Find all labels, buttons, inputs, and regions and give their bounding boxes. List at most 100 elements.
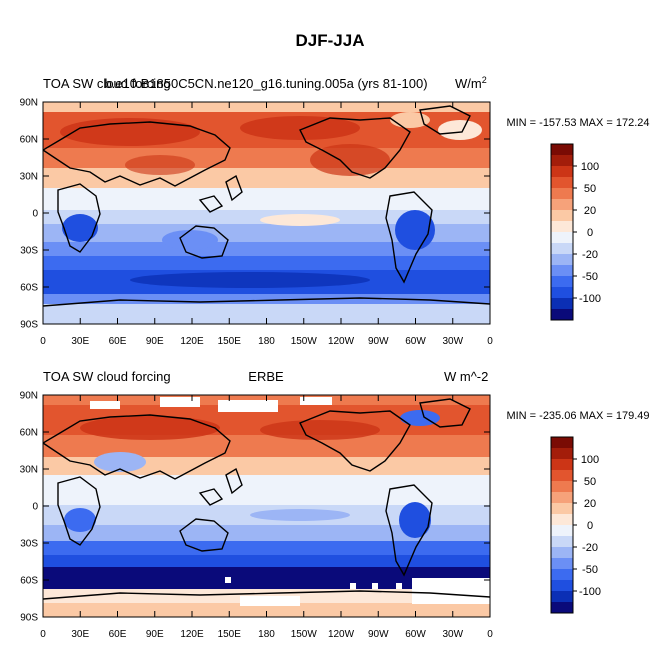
lon-label: 150W — [291, 336, 318, 347]
panel-units: W/m2 — [455, 75, 487, 91]
colorbar-label: -20 — [582, 542, 598, 554]
lon-label: 60W — [405, 336, 426, 347]
lat-label: 30N — [20, 465, 38, 476]
colorbar-swatch — [551, 580, 573, 592]
colorbar-label: -50 — [582, 564, 598, 576]
lat-label: 0 — [32, 209, 38, 220]
lon-label: 30E — [71, 629, 89, 640]
lat-label: 90N — [20, 98, 38, 109]
panel-units-base: W/m — [455, 76, 482, 91]
colorbar-swatch — [551, 602, 573, 614]
lon-label: 90W — [368, 336, 389, 347]
lon-label: 30E — [71, 336, 89, 347]
lon-label: 120E — [180, 629, 204, 640]
colorbar-label: 100 — [581, 161, 599, 173]
map-field — [43, 102, 490, 324]
colorbar-swatch — [551, 188, 573, 200]
lat-label: 30N — [20, 172, 38, 183]
lon-label: 150W — [291, 629, 318, 640]
colorbar-swatch — [551, 287, 573, 299]
lat-label: 60S — [20, 576, 38, 587]
minmax-text: MIN = -157.53 MAX = 172.24 — [506, 117, 649, 129]
lon-label: 90E — [146, 629, 164, 640]
colorbar-swatch — [551, 470, 573, 482]
colorbar-label: 100 — [581, 454, 599, 466]
colorbar-label: 0 — [587, 227, 593, 239]
lon-label: 150E — [218, 336, 242, 347]
lon-label: 120E — [180, 336, 204, 347]
lat-label: 60S — [20, 283, 38, 294]
colorbar-swatch — [551, 155, 573, 167]
colorbar-swatch — [551, 210, 573, 222]
lon-label: 60E — [109, 336, 127, 347]
colorbar-label: -100 — [579, 293, 601, 305]
colorbar-swatch — [551, 232, 573, 244]
lon-label: 60E — [109, 629, 127, 640]
colorbar-swatch — [551, 243, 573, 255]
colorbar-label: 20 — [584, 498, 596, 510]
lon-label: 180 — [258, 336, 275, 347]
lon-label: 0 — [40, 629, 46, 640]
colorbar-swatch — [551, 221, 573, 233]
colorbar: 100 50 20 0 -20 -50 -100 — [550, 143, 601, 321]
colorbar-swatch — [551, 166, 573, 178]
colorbar-swatch — [551, 591, 573, 603]
colorbar-swatch — [551, 569, 573, 581]
panel-left-title: TOA SW cloud forcing — [43, 369, 171, 384]
coastlines — [43, 398, 490, 600]
colorbar-swatch — [551, 525, 573, 537]
colorbar-swatch — [551, 503, 573, 515]
lon-axis: 0 30E 60E 90E 120E 150E 180 150W 120W 90W 60W 30W 0 — [40, 102, 493, 347]
minmax-text: MIN = -235.06 MAX = 179.49 — [506, 410, 649, 422]
lat-axis: 90N 60N 30N 0 30S 60S 90S — [20, 391, 490, 624]
panel-obs: TOA SW cloud forcing ERBE W m^-2 — [20, 369, 650, 640]
lat-label: 30S — [20, 246, 38, 257]
panel-left-title: TOA SW cloud forcing — [43, 76, 171, 91]
map-field — [43, 395, 490, 617]
lon-label: 30W — [442, 336, 463, 347]
colorbar-swatch — [551, 265, 573, 277]
lon-label: 30W — [442, 629, 463, 640]
colorbar-swatch — [551, 448, 573, 460]
colorbar-swatch — [551, 492, 573, 504]
lat-label: 30S — [20, 539, 38, 550]
colorbar-swatch — [551, 199, 573, 211]
lon-axis: 0 30E 60E 90E 120E 150E 180 150W 120W 90W 60W 30W 0 — [40, 395, 493, 640]
lon-label: 180 — [258, 629, 275, 640]
lat-label: 60N — [20, 135, 38, 146]
lon-label: 120W — [328, 629, 355, 640]
colorbar-swatch — [551, 481, 573, 493]
colorbar-swatch — [551, 437, 573, 449]
colorbar-swatch — [551, 558, 573, 570]
lat-label: 90N — [20, 391, 38, 402]
field-anomalies — [64, 397, 490, 606]
colorbar-swatch — [551, 536, 573, 548]
lat-label: 90S — [20, 613, 38, 624]
lon-label: 90W — [368, 629, 389, 640]
colorbar-swatch — [551, 459, 573, 471]
colorbar-label: 0 — [587, 520, 593, 532]
colorbar-label: 50 — [584, 183, 596, 195]
lon-label: 0 — [487, 336, 493, 347]
colorbar-swatch — [551, 177, 573, 189]
lon-label: 60W — [405, 629, 426, 640]
colorbar-swatch — [551, 514, 573, 526]
colorbar: 100 50 20 0 -20 -50 -100 — [550, 436, 601, 614]
colorbar-swatch — [551, 298, 573, 310]
panel-center-title: b.e10.B1850C5CN.ne120_g16.tuning.005a (y… — [104, 76, 427, 91]
colorbar-label: -100 — [579, 586, 601, 598]
lon-label: 120W — [328, 336, 355, 347]
colorbar-swatch — [551, 144, 573, 156]
colorbar-label: 50 — [584, 476, 596, 488]
panel-center-title: ERBE — [248, 369, 284, 384]
lon-label: 90E — [146, 336, 164, 347]
colorbar-swatch — [551, 254, 573, 266]
lon-label: 0 — [487, 629, 493, 640]
colorbar-swatch — [551, 276, 573, 288]
panel-model: TOA SW cloud forcing b.e10.B1850C5CN.ne1… — [20, 75, 650, 347]
colorbar-label: -20 — [582, 249, 598, 261]
lat-label: 90S — [20, 320, 38, 331]
colorbar-swatch — [551, 547, 573, 559]
